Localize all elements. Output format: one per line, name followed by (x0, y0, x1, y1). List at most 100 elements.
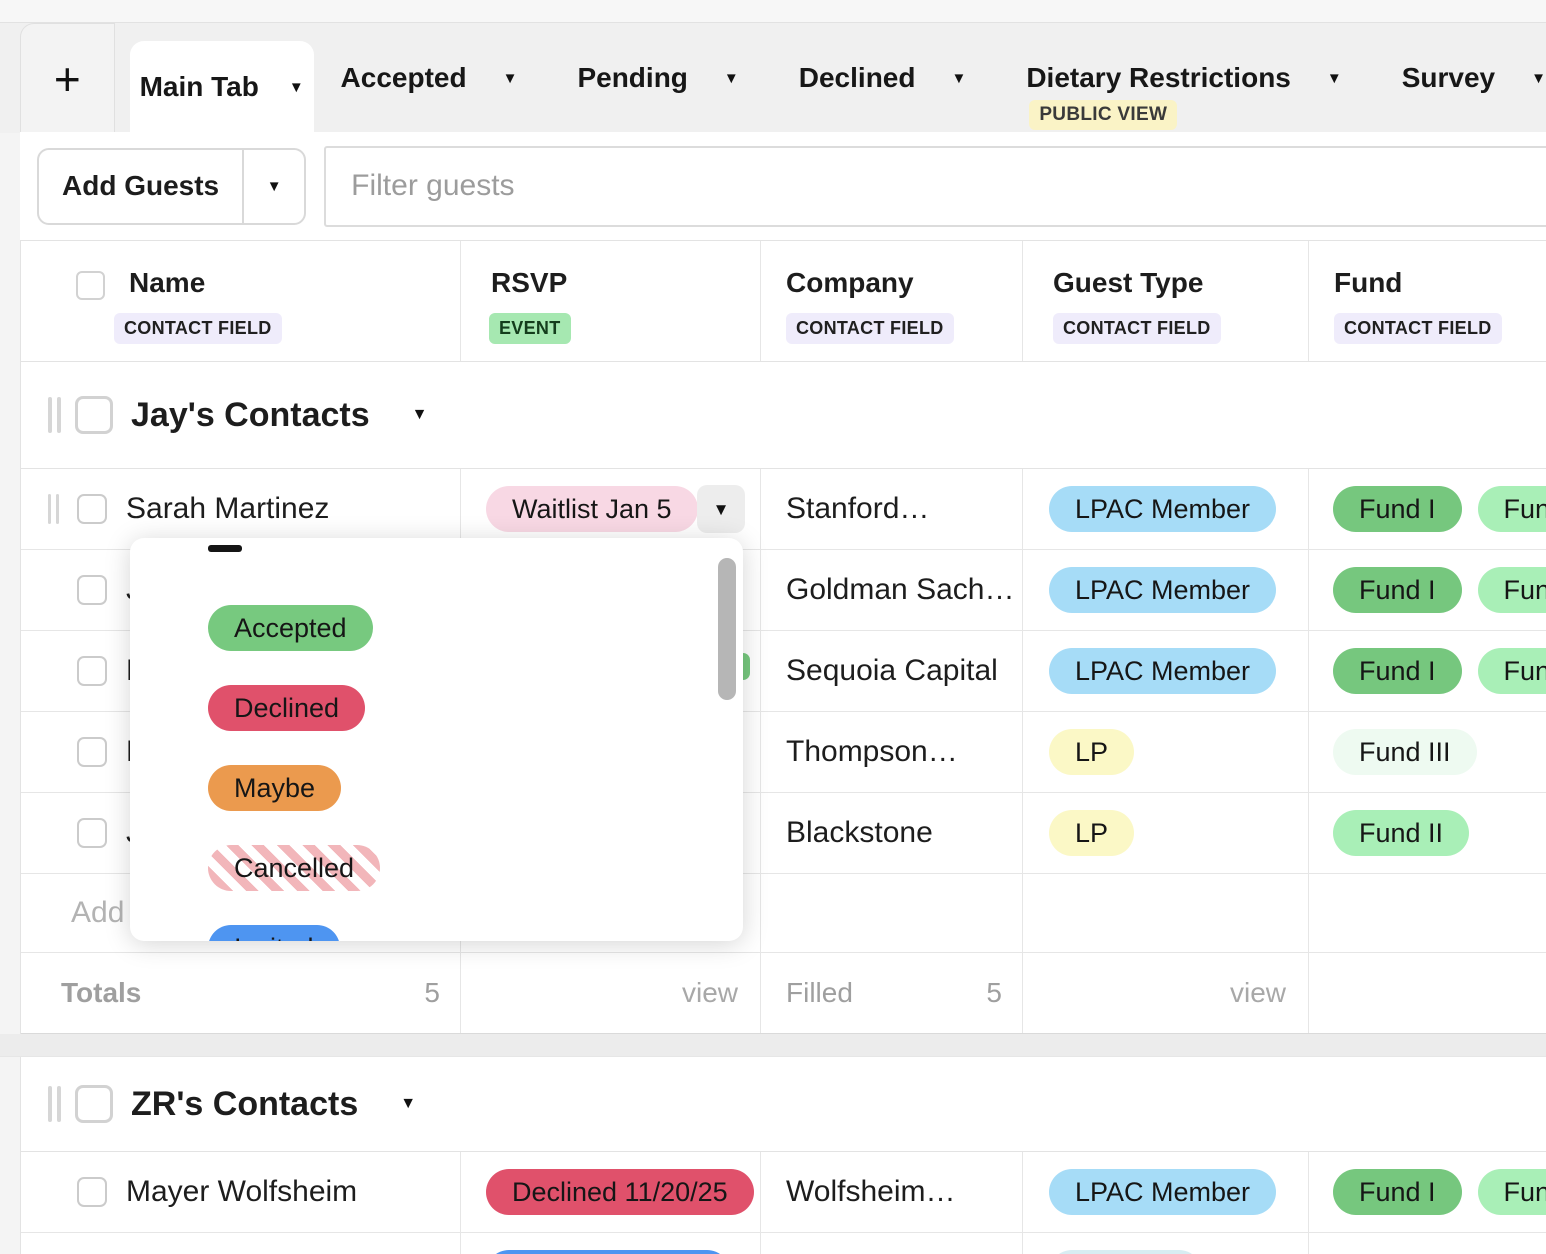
tab-main[interactable]: Main Tab ▼ (129, 41, 314, 133)
group-checkbox[interactable] (75, 1085, 113, 1123)
rsvp-cell[interactable] (461, 550, 761, 630)
rsvp-pill[interactable]: Invited 12/04/25 (486, 1250, 731, 1254)
row-checkbox[interactable] (77, 656, 107, 686)
rsvp-pill[interactable]: Waitlist Jan 5 (486, 486, 698, 532)
public-view-badge: PUBLIC VIEW (1029, 100, 1178, 130)
totals-label: Totals (61, 977, 142, 1008)
rsvp-cell[interactable] (461, 793, 761, 873)
guest-type-cell[interactable]: LPAC Member (1023, 631, 1309, 711)
tab-label: Main Tab (139, 71, 259, 102)
column-label: Name (129, 267, 206, 298)
guest-type-pill: Founder (1049, 1250, 1202, 1254)
guest-type-cell[interactable]: LPAC Member (1023, 1152, 1309, 1232)
select-all-checkbox[interactable] (76, 271, 105, 300)
rsvp-cell[interactable]: Declined 11/20/25 (461, 1152, 761, 1232)
guest-type-cell[interactable]: LPAC Member (1023, 469, 1309, 549)
company-cell[interactable]: Wolfsheim… (761, 1152, 1023, 1232)
tab-survey[interactable]: Survey ▼ (1402, 23, 1546, 133)
guest-type-pill: LP (1049, 810, 1135, 856)
row-checkbox[interactable] (77, 1177, 107, 1207)
tab-accepted[interactable]: Accepted ▼ (341, 23, 518, 133)
rsvp-option-cancelled[interactable]: Cancelled (130, 828, 743, 908)
tab-pending[interactable]: Pending ▼ (577, 23, 738, 133)
company-cell[interactable]: Sequoia Capital (761, 631, 1023, 711)
rsvp-cell[interactable] (461, 631, 761, 711)
totals-row: Totals 5 view Filled 5 view (21, 953, 1546, 1034)
column-header-rsvp: RSVP EVENT (461, 241, 761, 361)
fund-cell[interactable]: Fund I Fund II (1309, 469, 1546, 549)
row-checkbox[interactable] (77, 737, 107, 767)
company-cell[interactable]: Goldman Sach… (761, 550, 1023, 630)
rsvp-pill[interactable]: Declined 11/20/25 (486, 1169, 754, 1215)
chevron-down-icon[interactable]: ▼ (1326, 69, 1342, 87)
add-tab-button[interactable]: + (20, 23, 115, 133)
tab-label: Declined (798, 62, 916, 93)
chevron-down-icon[interactable]: ▼ (411, 406, 428, 423)
column-label: Fund (1334, 267, 1403, 298)
tab-declined[interactable]: Declined ▼ (799, 23, 967, 133)
table-row: Li Thompson… LP Fund III (21, 712, 1546, 793)
fund-cell[interactable]: Fund I Fund II (1309, 550, 1546, 630)
column-badge: EVENT (489, 313, 571, 344)
group-checkbox[interactable] (75, 396, 113, 434)
guest-type-cell[interactable]: LP (1023, 793, 1309, 873)
add-guests-dropdown-button[interactable]: ▼ (244, 150, 304, 223)
tab-dietary-restrictions[interactable]: Dietary Restrictions ▼ PUBLIC VIEW (1026, 23, 1342, 133)
name-cell[interactable]: Mayer Wolfsheim (21, 1152, 461, 1232)
column-header-guest-type: Guest Type CONTACT FIELD (1023, 241, 1309, 361)
rsvp-cell[interactable]: Invited 12/04/25 (461, 1233, 761, 1254)
rsvp-dropdown-button[interactable]: ▼ (697, 485, 745, 533)
chevron-down-icon[interactable]: ▼ (723, 69, 739, 87)
company-cell[interactable]: Thompson… (761, 712, 1023, 792)
rsvp-option-declined[interactable]: Declined (130, 668, 743, 748)
chevron-down-icon: ▼ (712, 499, 730, 519)
add-guests-button[interactable]: Add Guests ▼ (37, 147, 307, 225)
rsvp-option-none[interactable] (130, 538, 743, 588)
fund-pill: Fund I (1333, 648, 1462, 694)
column-label: Company (786, 267, 914, 298)
rsvp-option-accepted[interactable]: Accepted (130, 588, 743, 668)
company-cell[interactable]: Wilson… (761, 1233, 1023, 1254)
fund-cell[interactable]: Fund I Fund II (1309, 631, 1546, 711)
filter-guests-input[interactable] (324, 145, 1546, 227)
rsvp-cell[interactable]: Waitlist Jan 5 ▼ (461, 469, 761, 549)
company-cell[interactable]: Stanford… (761, 469, 1023, 549)
rsvp-cell[interactable] (461, 712, 761, 792)
column-badge: CONTACT FIELD (1334, 313, 1502, 344)
drag-handle-icon[interactable] (48, 397, 61, 433)
drag-handle-icon[interactable] (48, 1086, 61, 1122)
rsvp-option-invited[interactable]: Invited (130, 908, 743, 941)
chevron-down-icon[interactable]: ▼ (951, 69, 967, 87)
chevron-down-icon[interactable]: ▼ (1531, 69, 1546, 87)
fund-cell[interactable]: Fund III (1309, 712, 1546, 792)
top-bar: + Main Tab ▼ Accepted ▼ Pending ▼ Declin… (0, 0, 1546, 133)
column-label: Guest Type (1053, 267, 1204, 298)
dropdown-scrollbar[interactable] (718, 558, 736, 700)
fund-cell[interactable]: Fund II (1309, 793, 1546, 873)
fund-cell[interactable]: Fund I Fund II (1309, 1152, 1546, 1232)
rsvp-option-maybe[interactable]: Maybe (130, 748, 743, 828)
tab-label: Accepted (340, 62, 467, 93)
chevron-down-icon[interactable]: ▼ (502, 69, 518, 87)
guest-type-cell[interactable]: Founder (1023, 1233, 1309, 1254)
row-checkbox[interactable] (77, 575, 107, 605)
group-header-zrs-contacts: ZR's Contacts ▼ (21, 1057, 1546, 1152)
drag-handle-icon[interactable] (48, 494, 59, 524)
table-row: George Wilson Invited 12/04/25 Wilson… F… (21, 1233, 1546, 1254)
company-cell[interactable]: Blackstone (761, 793, 1023, 873)
table-header: Name CONTACT FIELD RSVP EVENT Company CO… (21, 241, 1546, 362)
name-cell[interactable]: George Wilson (21, 1233, 461, 1254)
row-checkbox[interactable] (77, 494, 107, 524)
row-checkbox[interactable] (77, 818, 107, 848)
fund-cell[interactable] (1309, 1233, 1546, 1254)
view-link[interactable]: view (681, 977, 738, 1008)
chevron-down-icon[interactable]: ▼ (400, 1095, 417, 1112)
chevron-down-icon[interactable]: ▼ (288, 78, 304, 96)
name-cell[interactable]: Sarah Martinez (21, 469, 461, 549)
guest-type-cell[interactable]: LP (1023, 712, 1309, 792)
toolbar: Add Guests ▼ (20, 132, 1546, 240)
view-link[interactable]: view (1229, 977, 1286, 1008)
column-badge: CONTACT FIELD (114, 313, 282, 344)
guest-type-cell[interactable]: LPAC Member (1023, 550, 1309, 630)
